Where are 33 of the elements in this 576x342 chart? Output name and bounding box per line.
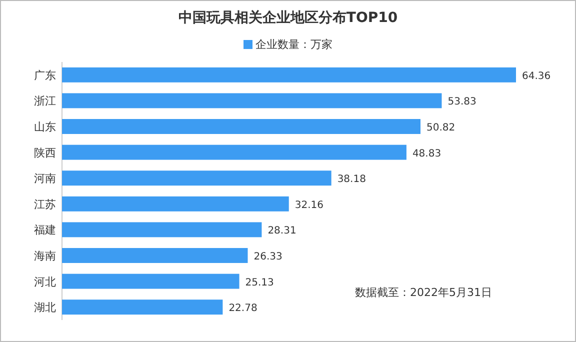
data-label: 38.18 [337,174,366,186]
bar [62,170,332,186]
bar [62,274,240,289]
bar [62,93,442,108]
data-label: 28.31 [268,226,296,237]
y-tick-label: 广东 [34,68,56,82]
y-tick-label: 江苏 [34,198,56,211]
data-label: 64.36 [522,70,551,82]
data-label: 26.33 [254,252,282,262]
data-label: 48.83 [412,148,442,160]
y-tick-label: 陕西 [34,146,56,160]
chart-title: 中国玩具相关企业地区分布TOP10 [178,9,398,26]
data-label: 25.13 [245,277,274,288]
bar [62,119,420,134]
y-tick-label: 山东 [34,120,56,134]
y-tick-label: 福建 [34,224,56,237]
bar [62,67,516,82]
y-tick-label: 河北 [34,275,56,288]
y-tick-label: 河南 [34,172,56,186]
data-label: 53.83 [448,96,476,108]
data-label: 50.82 [426,122,456,134]
annotation: 数据截至：2022年5月31日 [355,286,492,299]
bar [62,248,248,263]
bar [62,222,262,238]
y-tick-label: 湖北 [34,301,56,314]
bar [62,144,406,160]
bar [62,300,223,315]
y-tick-label: 浙江 [34,94,56,108]
legend-label: 企业数量：万家 [256,38,332,51]
data-label: 32.16 [294,200,324,211]
bar [62,196,289,212]
data-label: 22.78 [228,303,258,314]
y-tick-label: 海南 [34,250,56,262]
